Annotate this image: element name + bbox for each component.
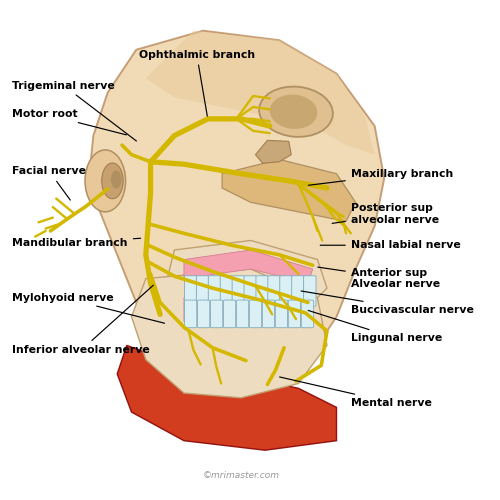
Text: Maxillary branch: Maxillary branch: [308, 168, 453, 186]
FancyBboxPatch shape: [220, 276, 232, 306]
FancyBboxPatch shape: [232, 276, 244, 306]
Text: Ophthalmic branch: Ophthalmic branch: [138, 50, 255, 116]
Text: Facial nerve: Facial nerve: [12, 166, 86, 200]
Polygon shape: [184, 288, 312, 327]
Polygon shape: [184, 250, 312, 284]
Polygon shape: [132, 269, 327, 398]
FancyBboxPatch shape: [250, 300, 262, 328]
FancyBboxPatch shape: [198, 300, 210, 328]
Text: Trigeminal nerve: Trigeminal nerve: [12, 80, 136, 141]
FancyBboxPatch shape: [268, 276, 280, 306]
Text: Mylohyoid nerve: Mylohyoid nerve: [12, 292, 164, 323]
FancyBboxPatch shape: [224, 300, 236, 328]
FancyBboxPatch shape: [196, 276, 208, 306]
FancyBboxPatch shape: [210, 300, 223, 328]
FancyBboxPatch shape: [236, 300, 248, 328]
Text: Inferior alveolar nerve: Inferior alveolar nerve: [12, 285, 154, 355]
Polygon shape: [146, 30, 374, 154]
Text: Buccivascular nerve: Buccivascular nerve: [301, 291, 474, 314]
Text: ©mrimaster.com: ©mrimaster.com: [202, 471, 280, 480]
FancyBboxPatch shape: [304, 276, 316, 306]
Polygon shape: [88, 30, 384, 393]
Ellipse shape: [102, 163, 123, 198]
FancyBboxPatch shape: [301, 300, 314, 328]
Ellipse shape: [259, 86, 333, 137]
FancyBboxPatch shape: [262, 300, 274, 328]
FancyBboxPatch shape: [244, 276, 256, 306]
Text: Mandibular branch: Mandibular branch: [12, 238, 140, 248]
Text: Motor root: Motor root: [12, 109, 126, 135]
Text: Mental nerve: Mental nerve: [280, 377, 432, 408]
FancyBboxPatch shape: [292, 276, 304, 306]
Ellipse shape: [270, 94, 318, 129]
Polygon shape: [222, 160, 356, 222]
FancyBboxPatch shape: [184, 300, 197, 328]
FancyBboxPatch shape: [184, 276, 197, 306]
FancyBboxPatch shape: [288, 300, 300, 328]
Text: Posterior sup
alveolar nerve: Posterior sup alveolar nerve: [332, 204, 439, 225]
Polygon shape: [117, 346, 336, 450]
Text: Anterior sup
Alveolar nerve: Anterior sup Alveolar nerve: [318, 267, 440, 289]
Ellipse shape: [85, 150, 126, 212]
Ellipse shape: [111, 170, 122, 188]
Text: Lingunal nerve: Lingunal nerve: [308, 310, 442, 343]
Polygon shape: [256, 140, 291, 163]
FancyBboxPatch shape: [280, 276, 292, 306]
FancyBboxPatch shape: [256, 276, 268, 306]
Text: Nasal labial nerve: Nasal labial nerve: [320, 240, 460, 250]
Polygon shape: [165, 240, 327, 312]
FancyBboxPatch shape: [276, 300, 287, 328]
FancyBboxPatch shape: [208, 276, 220, 306]
